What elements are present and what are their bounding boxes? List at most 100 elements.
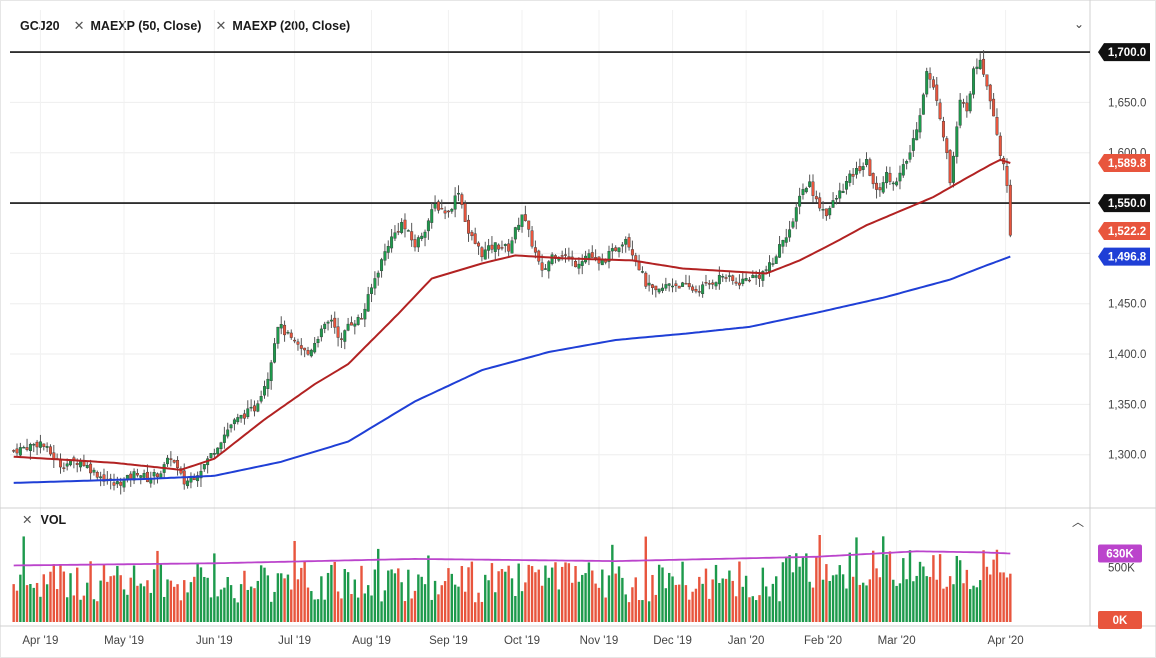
- chevron-down-icon[interactable]: ⌄: [1073, 17, 1084, 31]
- candle-body: [891, 182, 895, 185]
- candle-body: [406, 230, 410, 232]
- symbol-label[interactable]: GCJ20: [20, 19, 60, 33]
- candle-body: [483, 249, 487, 260]
- x-tick-label: Sep '19: [429, 635, 468, 647]
- candle-body: [373, 278, 377, 289]
- candle-body: [657, 288, 661, 293]
- candle-body: [965, 102, 969, 112]
- volume-bar: [96, 601, 99, 622]
- volume-bar: [754, 600, 758, 622]
- volume-bar: [463, 591, 467, 622]
- volume-bar: [764, 586, 768, 622]
- candle-body: [644, 272, 648, 287]
- volume-bar: [594, 583, 597, 622]
- volume-bar: [922, 566, 925, 622]
- candle-body: [413, 239, 417, 248]
- volume-bar: [604, 597, 607, 622]
- volume-bar: [845, 588, 848, 622]
- candle-body: [423, 231, 427, 238]
- candle-body: [744, 278, 748, 281]
- volume-bar: [313, 599, 316, 622]
- x-tick-label: May '19: [104, 635, 144, 647]
- candle-body: [142, 473, 146, 478]
- volume-bar: [450, 573, 454, 622]
- volume-bar: [62, 571, 66, 622]
- price-tag: [1098, 43, 1150, 62]
- candle-body: [931, 79, 935, 88]
- volume-bar: [982, 550, 985, 622]
- candle-body: [758, 274, 761, 279]
- volume-bar: [116, 565, 119, 622]
- volume-bar: [912, 581, 915, 622]
- candle-body: [22, 446, 26, 449]
- candle-body: [497, 244, 501, 250]
- candle-body: [513, 227, 517, 240]
- volume-bar: [684, 585, 688, 622]
- volume-bar: [243, 570, 246, 622]
- volume-bar: [527, 564, 530, 622]
- remove-indicator-icon[interactable]: ✕: [73, 18, 85, 33]
- candle-body: [460, 194, 464, 205]
- volume-bar: [614, 573, 617, 622]
- candle-body: [634, 255, 638, 261]
- volume-bar: [1002, 572, 1005, 622]
- candle-body: [366, 294, 370, 312]
- volume-bar: [196, 562, 199, 622]
- candle-body: [975, 66, 979, 69]
- volume-bar: [945, 586, 948, 622]
- volume-bar: [587, 562, 591, 622]
- candle-body: [630, 249, 634, 256]
- candle-body: [687, 283, 691, 288]
- volume-bar: [607, 575, 611, 622]
- volume-bar: [771, 583, 775, 622]
- remove-volume-icon[interactable]: ✕: [22, 513, 33, 527]
- candle-body: [85, 465, 89, 468]
- volume-bar: [25, 585, 29, 622]
- volume-bar: [296, 579, 300, 622]
- volume-bar: [387, 570, 390, 622]
- candle-body: [848, 173, 852, 183]
- candle-body: [898, 172, 902, 182]
- candle-body: [724, 277, 728, 279]
- price-tag-label: 1,522.2: [1108, 226, 1146, 238]
- candle-body: [714, 282, 718, 287]
- candle-body: [25, 447, 29, 450]
- candle-body: [343, 330, 347, 342]
- volume-bar: [861, 582, 865, 622]
- candle-body: [500, 247, 504, 249]
- candle-body: [453, 195, 457, 210]
- volume-bar: [310, 591, 313, 622]
- candle-body: [888, 172, 892, 182]
- y-tick-label: 1,400.0: [1108, 349, 1146, 361]
- candle-body: [985, 74, 989, 87]
- volume-bar: [326, 572, 330, 622]
- volume-label: VOL: [40, 512, 67, 527]
- candle-body: [232, 419, 236, 425]
- volume-bar: [691, 591, 694, 622]
- volume-value-tag: [1098, 544, 1142, 563]
- indicator-ema50[interactable]: ✕ MAEXP (50, Close): [74, 18, 202, 34]
- candle-body: [125, 474, 129, 480]
- volume-bar: [420, 576, 423, 622]
- candle-body: [430, 209, 434, 223]
- volume-bar: [186, 592, 189, 622]
- volume-bar: [79, 599, 82, 622]
- volume-bar: [925, 576, 928, 622]
- volume-bar: [597, 587, 601, 622]
- indicator-ema200[interactable]: ✕ MAEXP (200, Close): [215, 18, 350, 34]
- candle-body: [18, 447, 22, 456]
- volume-bar: [393, 573, 397, 622]
- remove-indicator-icon[interactable]: ✕: [215, 18, 227, 33]
- candle-body: [186, 480, 190, 487]
- candle-body: [166, 457, 169, 465]
- candle-body: [741, 278, 745, 284]
- volume-bar: [92, 599, 96, 622]
- ema200-line: [13, 255, 1011, 484]
- candle-body: [868, 159, 872, 176]
- candle-body: [92, 469, 96, 473]
- chevron-up-icon[interactable]: ︿: [1071, 515, 1084, 529]
- volume-bar: [918, 561, 922, 622]
- volume-bar: [440, 585, 443, 622]
- candle-body: [988, 84, 992, 102]
